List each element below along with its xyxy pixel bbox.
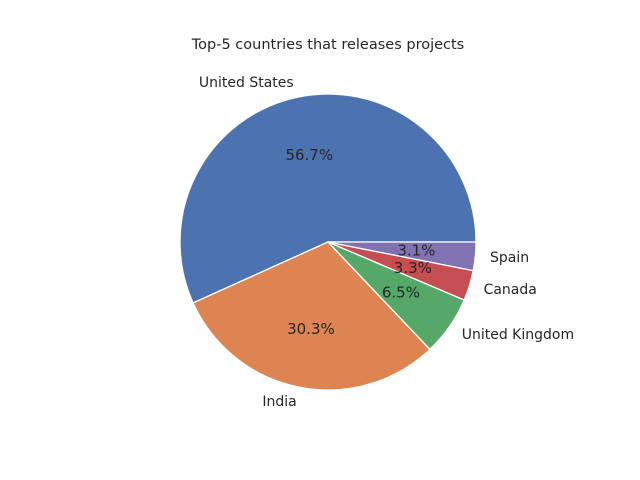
slice-percent-spain: 3.1% <box>397 242 435 260</box>
slice-percent-canada: 3.3% <box>394 259 432 277</box>
pie-slice-spain <box>327 241 477 272</box>
pie-slices <box>179 93 477 391</box>
pie-slice-united-states <box>179 93 477 304</box>
slice-percent-labels: 56.7% 30.3% 6.5% 3.3%3.1% <box>285 146 435 338</box>
chart-title: Top-5 countries that releases projects <box>191 37 465 53</box>
slice-label-united-kingdom: United Kingdom <box>462 327 574 343</box>
slice-label-spain: Spain <box>490 250 529 266</box>
slice-percent-united-states: 56.7% <box>285 146 333 164</box>
pie-slice-india <box>192 241 431 391</box>
slice-label-canada: Canada <box>484 282 537 298</box>
slice-label-united-states: United States <box>199 75 294 91</box>
slice-category-labels: United States India United Kingdom Canada Sp… <box>199 75 574 410</box>
slice-percent-united-kingdom: 6.5% <box>382 284 420 302</box>
slice-label-india: India <box>262 394 296 410</box>
slice-percent-india: 30.3% <box>287 320 335 338</box>
